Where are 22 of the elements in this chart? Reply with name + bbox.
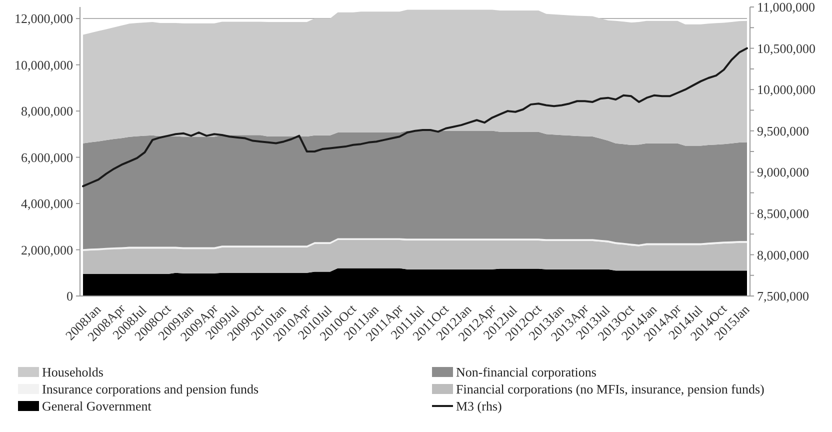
y2-tick-label: 9,500,000	[757, 123, 809, 138]
legend-label: M3 (rhs)	[456, 398, 502, 414]
legend-label: Households	[42, 364, 104, 380]
legend-label: General Government	[42, 398, 152, 414]
y2-tick-label: 9,000,000	[757, 164, 809, 180]
y2-tick-label: 10,000,000	[757, 82, 816, 98]
y-tick-label: 0	[66, 288, 73, 304]
legend-label: Insurance corporations and pension funds	[42, 382, 259, 397]
line-series	[82, 47, 748, 188]
y2-tick-label: 8,000,000	[757, 247, 809, 262]
y-tick-label: 4,000,000	[21, 196, 73, 212]
y2-tick-label: 10,500,000	[757, 40, 816, 56]
y-tick-label: 10,000,000	[14, 57, 73, 72]
y2-tick-label: 8,500,000	[757, 206, 809, 221]
legend-label: Financial corporations (no MFIs, insurance, pension funds)	[456, 382, 764, 397]
y-tick-label: 8,000,000	[21, 104, 73, 119]
y-tick-label: 6,000,000	[21, 150, 73, 165]
y2-tick-label: 7,500,000	[757, 288, 809, 304]
y-tick-label: 12,000,000	[14, 11, 73, 26]
y2-tick-label: 11,000,000	[757, 0, 816, 15]
y-tick-label: 2,000,000	[21, 242, 73, 258]
legend-label: Non-financial corporations	[456, 364, 596, 380]
